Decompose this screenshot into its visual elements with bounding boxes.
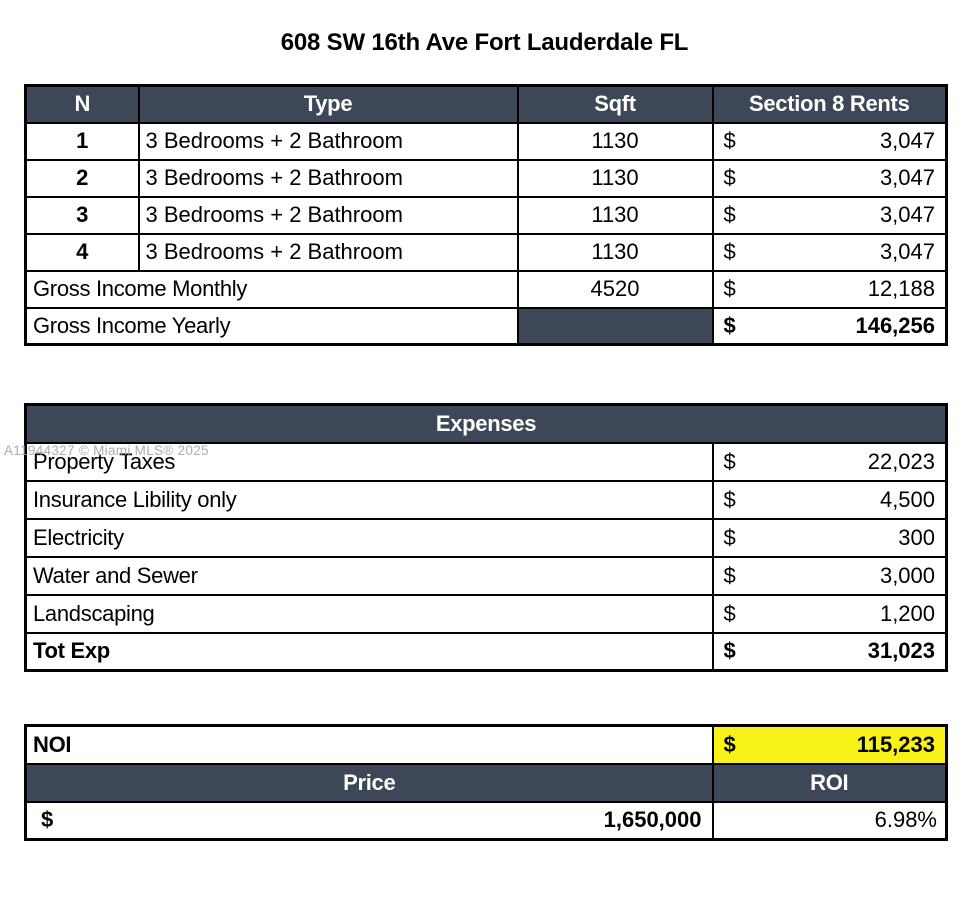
gross-income-monthly-cell: $ 12,188 <box>711 269 948 309</box>
total-expenses-cell: $ 31,023 <box>711 631 948 672</box>
expense-label: Landscaping <box>24 593 714 634</box>
gross-income-yearly-cell: $ 146,256 <box>711 306 948 346</box>
unit-rent-cell: $ 3,047 <box>711 158 948 198</box>
expense-amount-cell: $ 300 <box>711 517 948 558</box>
gross-income-monthly-row: Gross Income Monthly 4520 $ 12,188 <box>24 269 948 309</box>
expense-amount-cell: $ 1,200 <box>711 593 948 634</box>
unit-sqft: 1130 <box>516 232 714 272</box>
total-sqft: 4520 <box>516 269 714 309</box>
expenses-table: Expenses Property Taxes $ 22,023 Insuran… <box>24 403 949 672</box>
page-title: 608 SW 16th Ave Fort Lauderdale FL <box>280 29 689 56</box>
expense-label: Water and Sewer <box>24 555 714 596</box>
currency-symbol: $ <box>723 638 736 664</box>
unit-number: 1 <box>24 121 140 161</box>
unit-sqft: 1130 <box>516 121 714 161</box>
expense-amount: 3,000 <box>879 562 936 588</box>
noi-amount-cell: $ 115,233 <box>711 724 948 765</box>
roi-header: ROI <box>711 762 948 803</box>
currency-symbol: $ <box>41 807 54 833</box>
expenses-header-row: Expenses <box>24 403 948 444</box>
rent-amount: 3,047 <box>879 165 935 190</box>
unit-rent-cell: $ 3,047 <box>711 195 948 235</box>
currency-symbol: $ <box>723 600 736 626</box>
unit-row-1: 1 3 Bedrooms + 2 Bathroom 1130 $ 3,047 <box>24 121 948 161</box>
expense-row-property-taxes: Property Taxes $ 22,023 <box>24 441 948 482</box>
unit-type: 3 Bedrooms + 2 Bathroom <box>137 232 519 272</box>
expenses-header: Expenses <box>24 403 948 444</box>
currency-symbol: $ <box>723 128 736 153</box>
currency-symbol: $ <box>723 448 736 474</box>
currency-symbol: $ <box>723 165 736 190</box>
gross-income-yearly-amount: 146,256 <box>855 312 935 338</box>
units-income-table: N Type Sqft Section 8 Rents 1 3 Bedrooms… <box>24 84 948 346</box>
expense-amount: 1,200 <box>879 600 936 626</box>
unit-sqft: 1130 <box>516 158 714 198</box>
col-header-sqft: Sqft <box>516 84 714 124</box>
total-expenses-label: Tot Exp <box>24 631 714 672</box>
expense-amount-cell: $ 3,000 <box>711 555 948 596</box>
expense-row-insurance: Insurance Libility only $ 4,500 <box>24 479 948 520</box>
price-cell: $ 1,650,000 <box>24 800 714 841</box>
gross-income-yearly-row: Gross Income Yearly $ 146,256 <box>24 306 948 346</box>
expense-row-landscaping: Landscaping $ 1,200 <box>24 593 948 634</box>
unit-row-3: 3 3 Bedrooms + 2 Bathroom 1130 $ 3,047 <box>24 195 948 235</box>
currency-symbol: $ <box>723 312 736 338</box>
units-header-row: N Type Sqft Section 8 Rents <box>24 84 948 124</box>
unit-row-4: 4 3 Bedrooms + 2 Bathroom 1130 $ 3,047 <box>24 232 948 272</box>
expense-label: Property Taxes <box>24 441 714 482</box>
summary-table: NOI $ 115,233 Price ROI $ 1,650,000 6.98… <box>24 724 948 841</box>
price-amount: 1,650,000 <box>603 807 702 833</box>
price-header: Price <box>24 762 714 803</box>
gross-income-yearly-label: Gross Income Yearly <box>24 306 519 346</box>
noi-label: NOI <box>24 724 714 765</box>
unit-type: 3 Bedrooms + 2 Bathroom <box>137 121 519 161</box>
expense-row-water-sewer: Water and Sewer $ 3,000 <box>24 555 948 596</box>
noi-row: NOI $ 115,233 <box>24 724 948 765</box>
unit-number: 3 <box>24 195 140 235</box>
price-roi-header-row: Price ROI <box>24 762 948 803</box>
currency-symbol: $ <box>723 239 736 264</box>
rent-amount: 3,047 <box>879 128 935 153</box>
currency-symbol: $ <box>723 276 736 301</box>
unit-sqft: 1130 <box>516 195 714 235</box>
currency-symbol: $ <box>723 562 736 588</box>
rent-amount: 3,047 <box>879 239 935 264</box>
currency-symbol: $ <box>723 486 736 512</box>
gross-income-monthly-label: Gross Income Monthly <box>24 269 519 309</box>
currency-symbol: $ <box>723 202 736 227</box>
expense-amount: 300 <box>898 524 936 550</box>
currency-symbol: $ <box>723 524 736 550</box>
col-header-n: N <box>24 84 140 124</box>
unit-number: 2 <box>24 158 140 198</box>
col-header-section8-rents: Section 8 Rents <box>711 84 948 124</box>
unit-type: 3 Bedrooms + 2 Bathroom <box>137 158 519 198</box>
expense-amount: 4,500 <box>879 486 936 512</box>
expense-row-electricity: Electricity $ 300 <box>24 517 948 558</box>
unit-row-2: 2 3 Bedrooms + 2 Bathroom 1130 $ 3,047 <box>24 158 948 198</box>
expense-amount: 22,023 <box>867 448 936 474</box>
expense-amount-cell: $ 22,023 <box>711 441 948 482</box>
blank-dark-cell <box>516 306 714 346</box>
total-expenses-row: Tot Exp $ 31,023 <box>24 631 948 672</box>
expense-amount-cell: $ 4,500 <box>711 479 948 520</box>
unit-number: 4 <box>24 232 140 272</box>
total-expenses-amount: 31,023 <box>867 638 936 664</box>
currency-symbol: $ <box>723 731 736 757</box>
noi-amount: 115,233 <box>856 731 935 757</box>
price-roi-value-row: $ 1,650,000 6.98% <box>24 800 948 841</box>
expense-label: Electricity <box>24 517 714 558</box>
expense-label: Insurance Libility only <box>24 479 714 520</box>
col-header-type: Type <box>137 84 519 124</box>
gross-income-monthly-amount: 12,188 <box>867 276 935 301</box>
rent-amount: 3,047 <box>879 202 935 227</box>
unit-rent-cell: $ 3,047 <box>711 232 948 272</box>
roi-value: 6.98% <box>711 800 948 841</box>
unit-rent-cell: $ 3,047 <box>711 121 948 161</box>
unit-type: 3 Bedrooms + 2 Bathroom <box>137 195 519 235</box>
